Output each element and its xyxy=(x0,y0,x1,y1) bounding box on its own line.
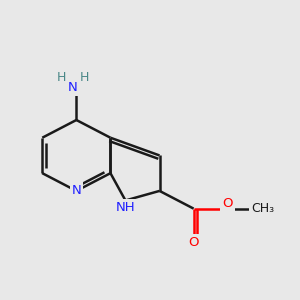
Text: CH₃: CH₃ xyxy=(251,202,274,215)
Text: O: O xyxy=(188,236,199,249)
Text: N: N xyxy=(71,184,81,197)
Text: H: H xyxy=(80,71,89,84)
Text: NH: NH xyxy=(116,201,135,214)
Text: O: O xyxy=(223,197,233,210)
Text: N: N xyxy=(68,81,78,94)
Text: H: H xyxy=(57,71,66,84)
